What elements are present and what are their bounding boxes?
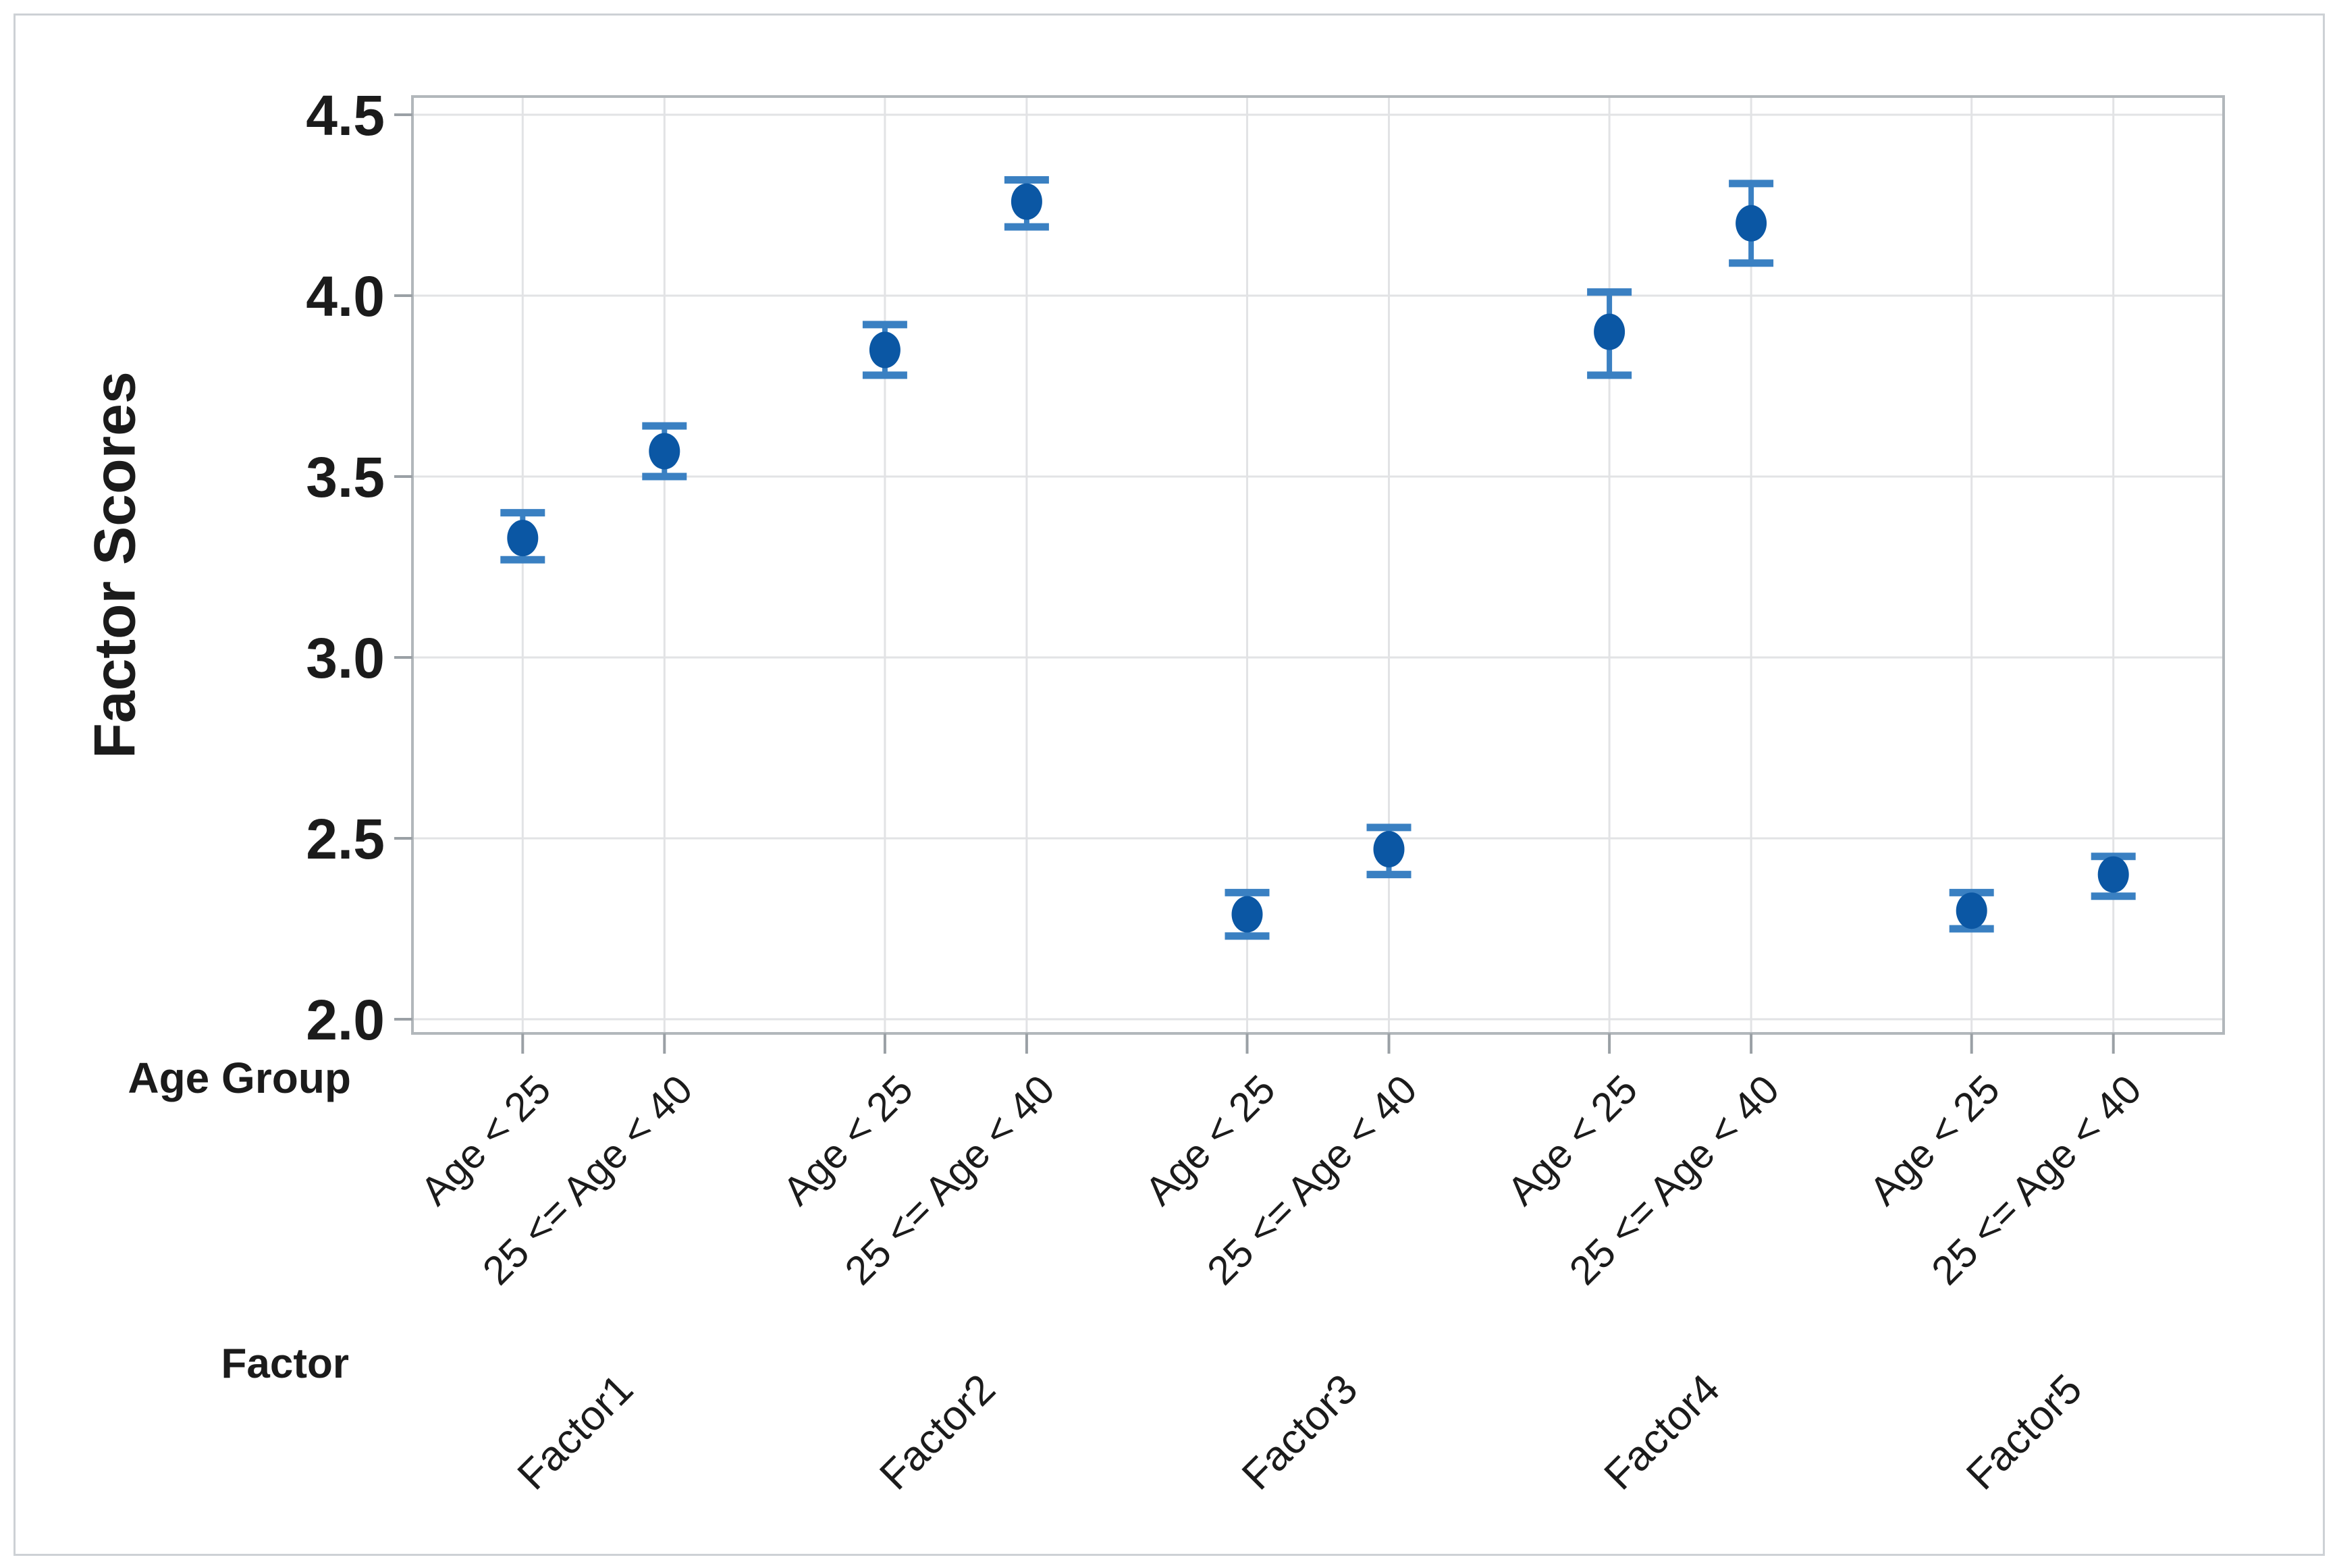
age-group-tick-label: Age < 25 <box>1136 1066 1283 1214</box>
data-point-marker <box>2097 856 2129 893</box>
y-tick-label: 4.5 <box>306 84 385 147</box>
age-group-tick-label: Age < 25 <box>1860 1066 2008 1214</box>
factor-tick-label: Factor2 <box>871 1366 1004 1498</box>
factor-tick-label: Factor5 <box>1958 1366 2091 1498</box>
data-point-marker <box>1231 896 1263 933</box>
age-group-tick-label: Age < 25 <box>774 1066 921 1214</box>
data-point-marker <box>1373 831 1405 868</box>
plot-border <box>411 95 2225 1035</box>
data-point-marker <box>1956 892 1987 929</box>
data-point-marker <box>649 433 680 470</box>
data-point-marker <box>1594 313 1626 350</box>
y-tick-label: 3.0 <box>306 626 385 690</box>
x-axis-row-label-age-group: Age Group <box>128 1054 351 1102</box>
age-group-tick-label: Age < 25 <box>412 1066 559 1214</box>
y-tick-label: 2.5 <box>306 807 385 871</box>
factor-tick-label: Factor1 <box>509 1366 642 1498</box>
data-point-marker <box>1736 205 1767 242</box>
data-point-marker <box>1011 183 1042 220</box>
data-point-marker <box>869 331 901 369</box>
y-tick-label: 4.0 <box>306 265 385 328</box>
age-group-tick-label: Age < 25 <box>1499 1066 1646 1214</box>
y-tick-label: 3.5 <box>306 445 385 509</box>
factor-tick-label: Factor4 <box>1596 1366 1729 1498</box>
factor-tick-label: Factor3 <box>1233 1366 1366 1498</box>
x-axis-row-label-factor: Factor <box>221 1341 349 1387</box>
y-tick-label: 2.0 <box>306 988 385 1052</box>
data-point-marker <box>507 520 539 557</box>
